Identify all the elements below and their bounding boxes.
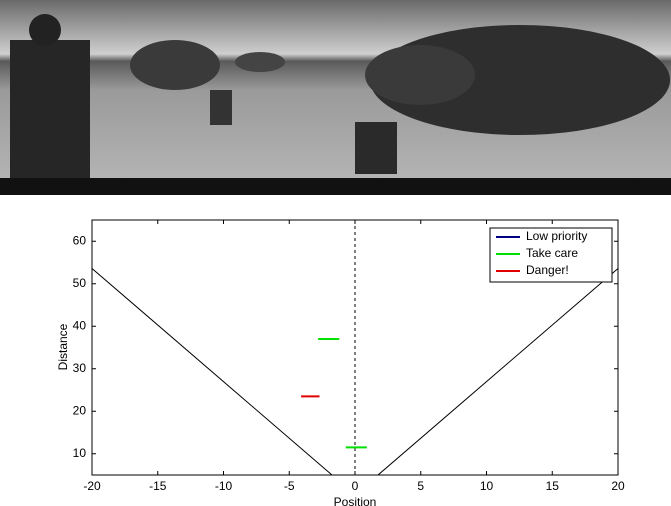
x-tick-label: 5 xyxy=(417,479,424,493)
screen: Distance Position -20 -15 -10 -5 0 5 10 15 20 10 2… xyxy=(0,0,671,506)
legend-label: Low priority xyxy=(526,229,587,243)
x-axis-label: Position xyxy=(334,495,377,506)
x-tick-label: -20 xyxy=(83,479,101,493)
x-tick-label: -10 xyxy=(215,479,233,493)
x-tick-label: 0 xyxy=(352,479,359,493)
chart: Distance Position -20 -15 -10 -5 0 5 10 15 20 10 2… xyxy=(0,0,671,506)
y-tick-label: 40 xyxy=(73,318,87,332)
x-tick-label: 10 xyxy=(480,479,494,493)
legend-label: Danger! xyxy=(526,263,569,277)
legend-label: Take care xyxy=(526,246,578,260)
y-tick-label: 30 xyxy=(73,361,87,375)
y-tick-label: 50 xyxy=(73,276,87,290)
x-tick-label: -15 xyxy=(149,479,167,493)
y-tick-label: 20 xyxy=(73,403,87,417)
x-tick-label: 15 xyxy=(546,479,560,493)
x-tick-label: 20 xyxy=(611,479,625,493)
y-axis-label: Distance xyxy=(56,323,70,370)
y-tick-label: 10 xyxy=(73,446,87,460)
camera-photo xyxy=(0,0,671,195)
x-tick-label: -5 xyxy=(284,479,295,493)
y-tick-label: 60 xyxy=(73,233,87,247)
